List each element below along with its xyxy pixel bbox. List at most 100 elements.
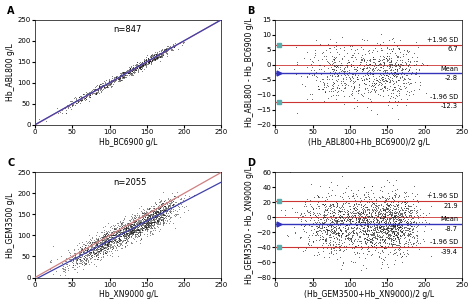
Point [164,205,172,210]
Point [389,220,396,225]
Point [125,67,133,72]
Point [137,62,145,66]
Point [308,59,316,63]
Point [390,220,397,225]
Point [94,236,101,241]
Point [371,210,378,215]
Point [111,75,118,80]
Point [92,241,100,246]
Point [66,257,73,261]
Point [99,240,107,245]
Point [156,199,164,204]
Point [94,254,101,259]
Point [382,197,389,202]
Point [114,229,122,234]
Point [377,228,385,233]
Point [112,78,120,83]
Point [78,262,86,267]
Point [383,226,391,231]
Point [393,68,401,73]
Point [91,91,99,96]
Point [321,215,328,220]
Point [314,194,322,199]
Point [320,219,328,224]
Point [370,217,377,221]
Point [165,203,173,207]
Point [351,67,358,72]
Point [135,221,142,226]
Point [125,231,132,236]
Point [347,62,355,66]
Point [138,59,146,64]
Point [377,219,384,224]
Point [63,261,70,266]
Point [389,94,397,99]
Point [162,46,170,51]
Point [81,248,89,253]
Point [125,233,132,238]
Point [392,192,399,197]
Point [381,211,389,216]
Point [82,95,90,100]
Point [116,242,124,246]
Point [145,224,152,229]
Point [66,99,73,104]
Point [419,210,426,215]
Point [337,214,344,219]
Point [160,221,167,226]
Point [354,250,361,255]
Point [135,229,142,234]
Point [102,242,110,247]
Point [350,80,357,85]
Point [158,208,165,213]
Point [91,87,99,92]
Point [332,63,340,67]
Point [71,254,79,259]
Point [129,230,137,235]
Point [340,68,347,73]
Point [129,64,137,69]
Point [100,85,108,90]
Point [319,87,327,92]
Point [154,213,162,218]
Point [355,250,363,255]
Point [105,81,113,86]
Point [65,103,73,108]
Point [371,211,379,216]
Point [118,221,125,226]
Point [367,233,375,238]
Point [136,63,143,68]
Point [114,242,121,247]
Point [336,209,344,214]
Point [347,84,355,88]
Point [157,217,164,222]
Point [379,54,386,59]
Point [327,89,335,94]
Point [144,213,152,217]
Point [369,200,376,205]
Point [386,227,393,232]
Point [363,217,370,222]
Point [136,230,144,235]
Point [132,213,139,217]
Point [333,71,340,76]
Point [117,73,125,78]
Point [401,201,409,206]
Point [364,244,372,249]
Point [159,211,167,216]
Point [369,48,376,53]
Point [123,225,130,230]
Point [321,238,328,243]
Point [352,216,360,221]
Point [141,223,148,228]
Point [351,210,358,215]
Point [379,56,386,61]
Point [410,88,418,92]
Point [139,214,146,218]
Point [129,67,137,72]
Point [368,238,376,242]
Point [124,243,131,248]
Point [136,219,143,224]
Point [337,237,345,242]
Point [80,96,88,101]
